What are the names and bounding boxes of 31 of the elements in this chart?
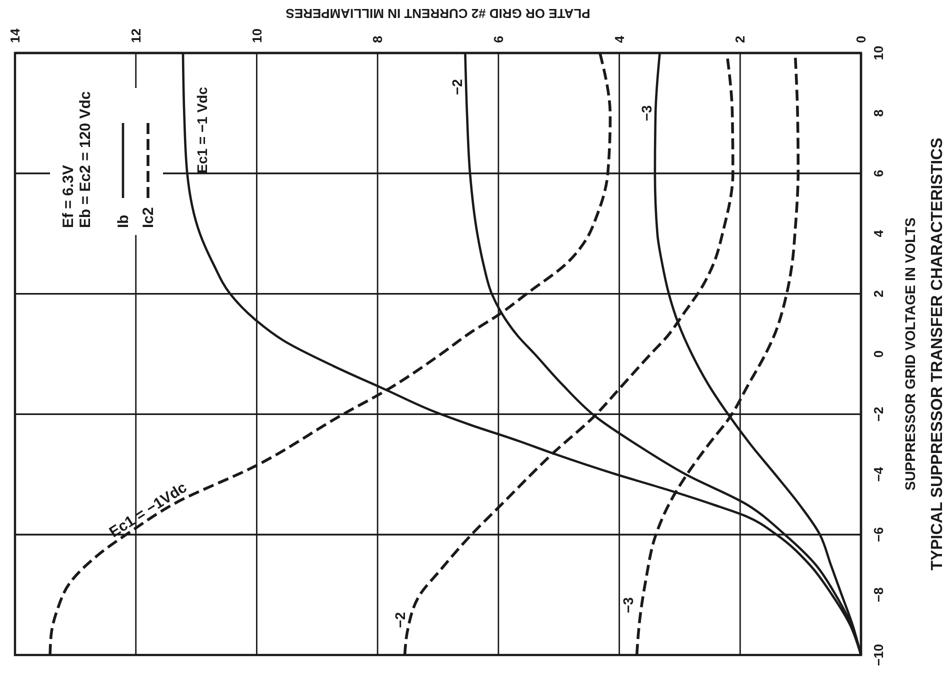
text: −2 bbox=[392, 612, 408, 628]
y-tick-label: 6 bbox=[871, 170, 886, 178]
x-tick-label: 12 bbox=[128, 28, 144, 43]
y-tick-label: 8 bbox=[871, 110, 886, 117]
y-tick-label: −10 bbox=[871, 644, 886, 666]
annotation: Ib bbox=[115, 214, 132, 228]
x-axis-title: PLATE OR GRID #2 CURRENT IN MILLIAMPERES bbox=[285, 6, 590, 21]
x-tick-label: 8 bbox=[370, 36, 386, 43]
x-tick-label: 10 bbox=[249, 28, 264, 43]
text: −3 bbox=[638, 105, 655, 122]
y-tick-label: 0 bbox=[871, 350, 886, 358]
x-tick-label: 6 bbox=[490, 36, 506, 43]
y-tick-label: 10 bbox=[871, 46, 886, 60]
annotation: Ic2 bbox=[140, 207, 157, 228]
y-axis-title: SUPPRESSOR GRID VOLTAGE IN VOLTS bbox=[902, 217, 918, 491]
x-tick-label: 4 bbox=[612, 35, 627, 43]
text: −3 bbox=[620, 596, 636, 614]
text: Ec1 = −1 Vdc bbox=[194, 86, 210, 174]
y-tick-label: −4 bbox=[871, 466, 886, 482]
y-tick-label: 2 bbox=[871, 290, 886, 298]
y-tick-label: −2 bbox=[871, 406, 886, 422]
x-tick-label: 0 bbox=[854, 36, 869, 43]
x-tick-label: 14 bbox=[8, 28, 23, 43]
x-tick-label: 2 bbox=[732, 36, 748, 43]
y-tick-label: 4 bbox=[871, 229, 886, 238]
annotation: Ef = 6.3V bbox=[60, 165, 77, 228]
annotation: Eb = Ec2 = 120 Vdc bbox=[77, 91, 94, 228]
text: TYPICAL SUPPRESSOR TRANSFER CHARACTERISTICS bbox=[929, 137, 945, 570]
text: −2 bbox=[449, 78, 466, 95]
y-tick-label: −8 bbox=[871, 587, 886, 602]
y-tick-label: −6 bbox=[871, 527, 886, 542]
